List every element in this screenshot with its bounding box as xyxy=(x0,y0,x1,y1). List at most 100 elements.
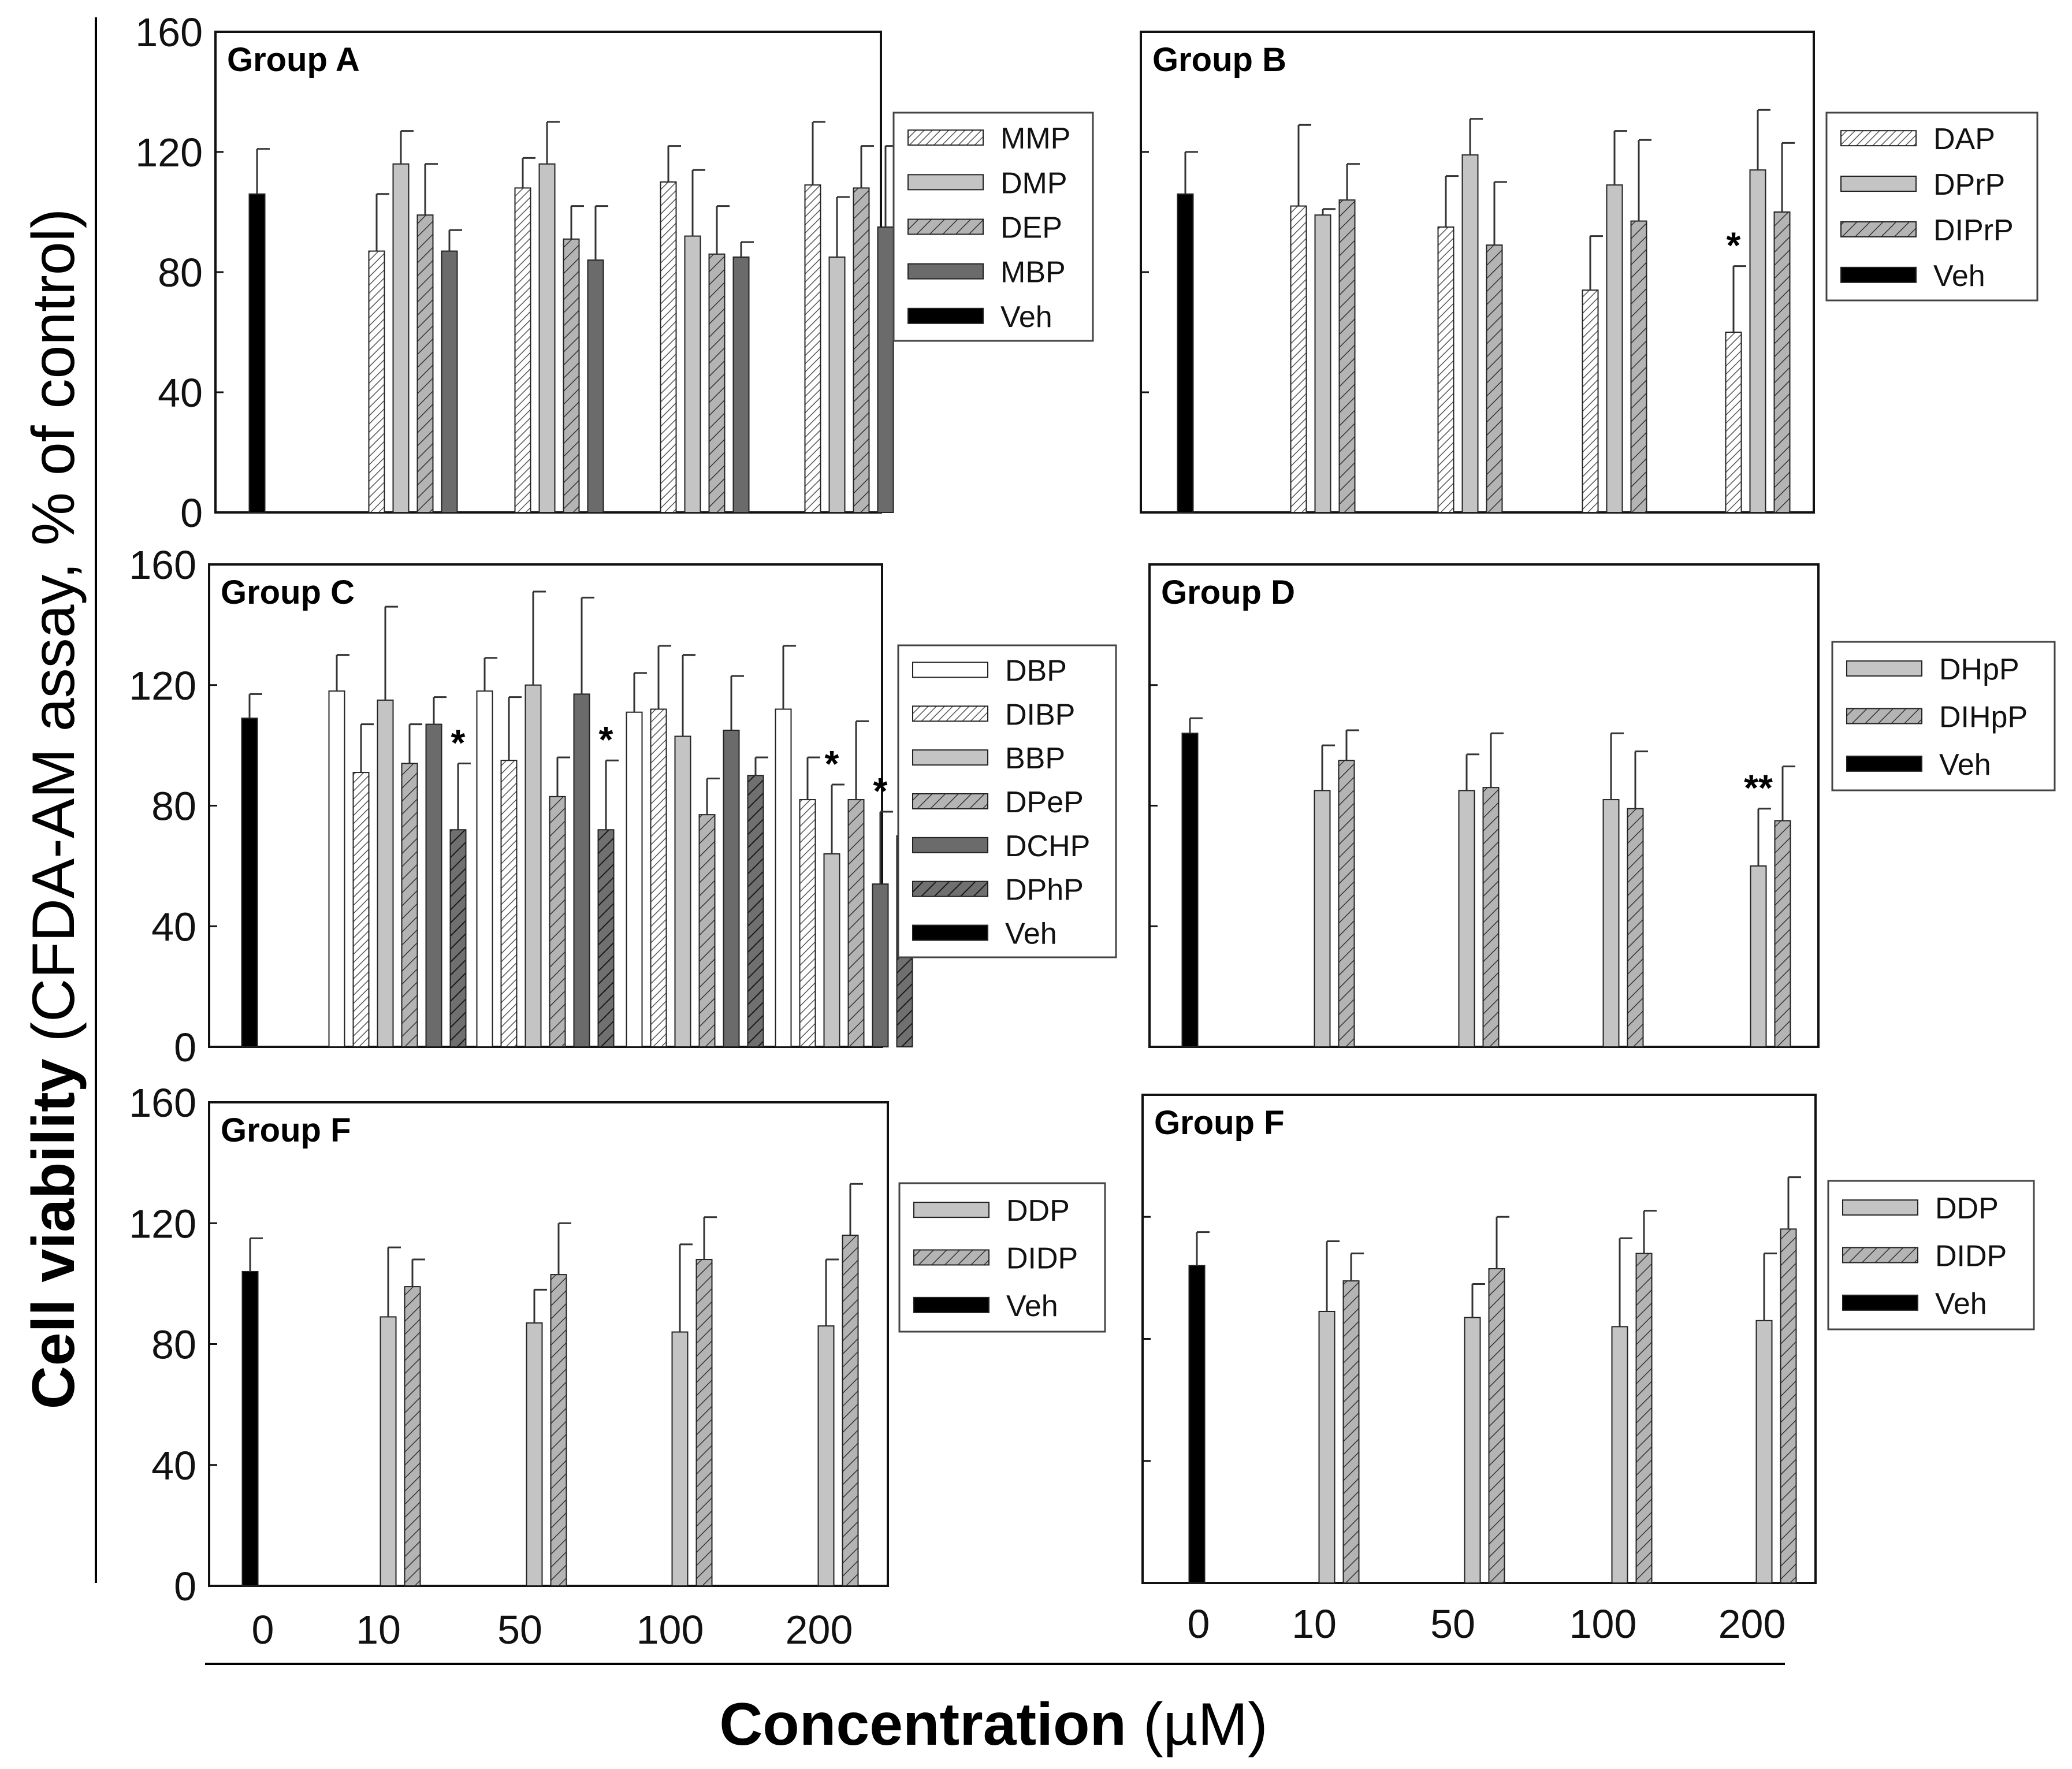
legend-swatch-dprp xyxy=(1840,176,1917,192)
x-tick-label-right: 50 xyxy=(1430,1601,1475,1647)
bar-dpep-100 xyxy=(698,814,716,1047)
bar-diprp-50 xyxy=(1486,244,1503,513)
panel-title: Group C xyxy=(221,574,355,611)
legend-label-dphp: DPhP xyxy=(1005,874,1084,907)
legend-swatch-ddp xyxy=(913,1202,989,1218)
x-tick-label-right: 100 xyxy=(1569,1601,1637,1647)
legend-label-dhpp: DHpP xyxy=(1939,653,2019,686)
y-tick-label: 160 xyxy=(135,10,203,55)
legend: DDP DIDP Veh xyxy=(1827,1180,2035,1331)
legend-label-dibp: DIBP xyxy=(1005,698,1075,731)
bar-dihpp-50 xyxy=(1482,787,1500,1047)
bar-didp-200 xyxy=(842,1235,859,1587)
y-tick-label: 160 xyxy=(129,542,196,588)
legend-label-veh: Veh xyxy=(1933,259,1985,293)
y-tick-label: 0 xyxy=(174,1564,196,1609)
bar-dap-200 xyxy=(1725,332,1742,513)
legend-label-ddp: DDP xyxy=(1006,1194,1070,1228)
legend-label-mmp: MMP xyxy=(1000,122,1070,155)
legend-label-didp: DIDP xyxy=(1935,1240,2007,1273)
significance-marker: * xyxy=(825,743,839,785)
x-axis-label-rest: (µM) xyxy=(1126,1691,1268,1758)
y-axis-label-bold: Cell viability xyxy=(20,1058,87,1409)
bar-dep-10 xyxy=(416,214,434,513)
bar-mbp-200 xyxy=(877,226,894,513)
y-tick-label: 40 xyxy=(151,904,196,949)
legend-swatch-diprp xyxy=(1840,221,1917,237)
bar-dphp-50 xyxy=(597,829,615,1047)
bar-veh-0 xyxy=(1177,193,1194,513)
legend-label-didp: DIDP xyxy=(1006,1242,1078,1276)
bar-dpep-200 xyxy=(847,799,865,1047)
bar-dpep-50 xyxy=(549,796,566,1047)
legend-label-veh: Veh xyxy=(1935,1287,1987,1321)
bar-dhpp-200 xyxy=(1750,865,1767,1047)
legend-label-mbp: MBP xyxy=(1000,256,1066,289)
bar-ddp-200 xyxy=(817,1325,835,1587)
bar-dchp-10 xyxy=(425,723,442,1047)
bar-dibp-200 xyxy=(799,799,816,1047)
x-axis-label-bold: Concentration xyxy=(719,1691,1126,1758)
bar-mbp-10 xyxy=(441,250,458,513)
bar-dbp-50 xyxy=(476,690,493,1047)
legend-label-dap: DAP xyxy=(1933,122,1995,156)
legend: DDP DIDP Veh xyxy=(898,1182,1106,1333)
legend-swatch-mbp xyxy=(907,263,984,280)
y-tick-label: 0 xyxy=(174,1025,196,1070)
y-tick-label: 80 xyxy=(151,784,196,829)
y-axis-label: Cell viability (CFDA-AM assay, % of cont… xyxy=(20,209,87,1410)
bar-mmp-100 xyxy=(660,181,677,513)
y-tick-label: 0 xyxy=(180,490,203,536)
panel-title: Group B xyxy=(1152,41,1286,79)
bar-dihpp-100 xyxy=(1627,808,1644,1047)
bar-diprp-200 xyxy=(1773,211,1791,513)
bar-dprp-200 xyxy=(1749,169,1766,513)
significance-marker: ** xyxy=(1744,767,1773,809)
bar-dep-200 xyxy=(853,187,870,513)
bar-veh-0 xyxy=(1181,733,1199,1047)
legend-swatch-dibp xyxy=(912,705,988,722)
bar-dbp-200 xyxy=(775,708,792,1047)
legend-label-dmp: DMP xyxy=(1000,166,1067,200)
legend-swatch-dchp xyxy=(912,837,988,853)
legend-label-ddp: DDP xyxy=(1935,1192,1999,1225)
bar-mbp-100 xyxy=(732,257,750,513)
legend-label-dchp: DCHP xyxy=(1005,830,1090,863)
bar-dmp-50 xyxy=(538,163,556,513)
bar-dchp-50 xyxy=(573,693,590,1047)
x-tick-label-left: 0 xyxy=(252,1607,274,1652)
legend-swatch-veh xyxy=(907,307,984,324)
panel-title: Group F xyxy=(1154,1104,1285,1142)
bar-ddp-10 xyxy=(1318,1310,1336,1584)
legend-swatch-dhpp xyxy=(1846,660,1922,677)
bar-dibp-100 xyxy=(650,708,667,1047)
legend: DAP DPrP DIPrP Veh xyxy=(1825,112,2038,302)
bar-dphp-10 xyxy=(449,829,467,1047)
legend-swatch-bbp xyxy=(912,749,988,766)
bar-veh-0 xyxy=(241,718,258,1047)
legend-label-veh: Veh xyxy=(1005,917,1057,951)
bar-bbp-200 xyxy=(823,853,840,1047)
legend-swatch-ddp xyxy=(1842,1199,1918,1216)
significance-marker: * xyxy=(599,719,613,760)
panel-5-group-f: 0 40 80 120 160 Group F DDP DIDP Veh xyxy=(129,1080,1106,1609)
x-tick-label-left: 200 xyxy=(786,1607,853,1652)
legend-swatch-didp xyxy=(913,1249,989,1266)
legend-swatch-veh xyxy=(1846,755,1922,772)
bar-mbp-50 xyxy=(587,259,604,513)
significance-marker: * xyxy=(451,722,466,763)
x-tick-label-right: 200 xyxy=(1718,1601,1786,1647)
bar-didp-200 xyxy=(1780,1228,1797,1584)
bar-didp-10 xyxy=(404,1286,421,1586)
bar-didp-50 xyxy=(550,1274,567,1586)
y-tick-label: 160 xyxy=(129,1080,196,1125)
bar-bbp-10 xyxy=(377,699,394,1047)
panel-title: Group F xyxy=(221,1112,351,1149)
bar-didp-10 xyxy=(1342,1280,1360,1584)
bar-dchp-100 xyxy=(723,730,740,1047)
bar-dprp-100 xyxy=(1606,184,1623,513)
y-tick-label: 80 xyxy=(158,250,203,295)
legend-label-dihpp: DIHpP xyxy=(1939,701,2028,734)
bar-dibp-10 xyxy=(352,772,370,1047)
